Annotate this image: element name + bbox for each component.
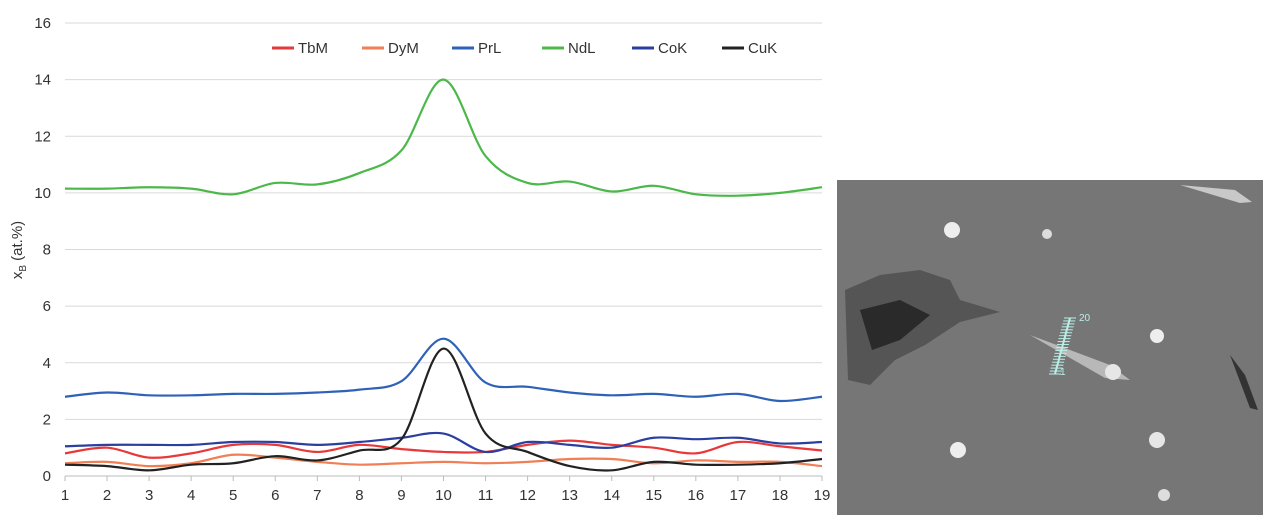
x-tick-label: 5 [229, 487, 237, 504]
x-tick-label: 7 [313, 487, 321, 504]
scan-start-label: 1 [1060, 367, 1066, 378]
bright-streak [1180, 185, 1252, 203]
scan-end-label: 20 [1079, 313, 1091, 324]
x-tick-label: 6 [271, 487, 279, 504]
particle [1042, 229, 1052, 239]
y-axis-label: xB (at.%) [9, 221, 29, 279]
x-tick-label: 15 [645, 487, 662, 504]
x-tick-label: 19 [814, 487, 831, 504]
y-tick-label: 12 [34, 128, 51, 145]
data-line [64, 453, 823, 468]
data-line [64, 78, 823, 197]
dark-spot [860, 300, 930, 350]
y-tick-label: 0 [43, 468, 51, 485]
particle [944, 222, 960, 238]
x-tick-label: 10 [435, 487, 452, 504]
x-tick-label: 9 [397, 487, 405, 504]
legend-label: TbM [298, 40, 328, 57]
y-tick-label: 16 [34, 15, 51, 32]
y-tick-label: 4 [43, 355, 51, 372]
x-tick-label: 4 [187, 487, 195, 504]
legend-label: PrL [478, 40, 501, 57]
x-tick-label: 14 [603, 487, 620, 504]
x-tick-label: 16 [687, 487, 704, 504]
y-tick-label: 14 [34, 72, 51, 89]
micrograph: 20 1 [837, 180, 1263, 515]
dark-region [845, 270, 1000, 385]
particle [1150, 329, 1164, 343]
x-tick-label: 17 [730, 487, 747, 504]
x-tick-label: 18 [772, 487, 789, 504]
x-tick-label: 12 [519, 487, 536, 504]
y-tick-label: 6 [43, 298, 51, 315]
bright-streak [1030, 335, 1130, 380]
legend-label: NdL [568, 40, 596, 57]
legend-label: CuK [748, 40, 777, 57]
y-tick-label: 2 [43, 411, 51, 428]
x-tick-label: 2 [103, 487, 111, 504]
data-line [64, 431, 823, 454]
particle [1105, 364, 1121, 380]
particle [950, 442, 966, 458]
x-tick-label: 13 [561, 487, 578, 504]
y-tick-label: 10 [34, 185, 51, 202]
data-line [64, 347, 823, 472]
data-line [64, 337, 823, 403]
scan-points [1049, 317, 1076, 375]
particle [1158, 489, 1170, 501]
data-line [64, 439, 823, 459]
x-tick-label: 1 [61, 487, 69, 504]
x-tick-label: 11 [478, 487, 494, 504]
y-tick-label: 8 [43, 242, 51, 259]
legend-label: DyM [388, 40, 419, 57]
x-tick-label: 3 [145, 487, 153, 504]
particle [1149, 432, 1165, 448]
legend-label: CoK [658, 40, 687, 57]
x-tick-label: 8 [355, 487, 363, 504]
dark-spot [1230, 355, 1258, 410]
